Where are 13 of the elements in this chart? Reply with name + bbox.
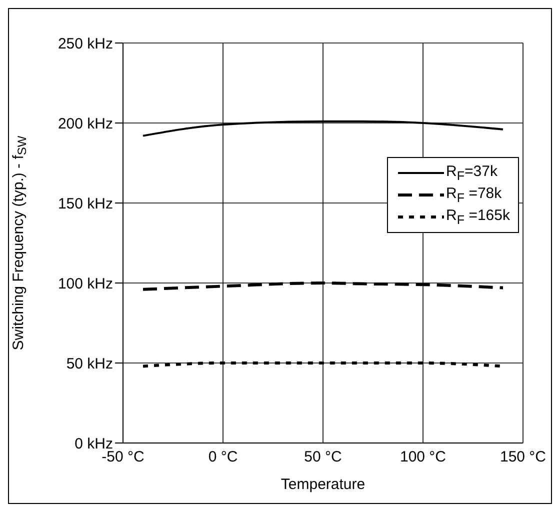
y-tick-label: 50 kHz (66, 355, 113, 372)
legend-label: R$_{F}$=37k (446, 163, 498, 183)
x-tick-label: 100 °C (400, 448, 446, 466)
y-tick-label: 200 kHz (58, 115, 113, 132)
x-tick-label: 50 °C (304, 448, 342, 466)
legend-label: R$_{F}$ =165k (446, 207, 510, 227)
y-tick-label: 250 kHz (58, 35, 113, 52)
y-tick-label: 150 kHz (58, 195, 113, 212)
x-tick-label: 150 °C (500, 448, 546, 466)
y-tick-label: 100 kHz (58, 275, 113, 292)
x-axis-title: Temperature (280, 476, 366, 493)
x-tick-label: 0 °C (208, 448, 238, 466)
legend-label: R$_{F}$ =78k (446, 185, 502, 205)
